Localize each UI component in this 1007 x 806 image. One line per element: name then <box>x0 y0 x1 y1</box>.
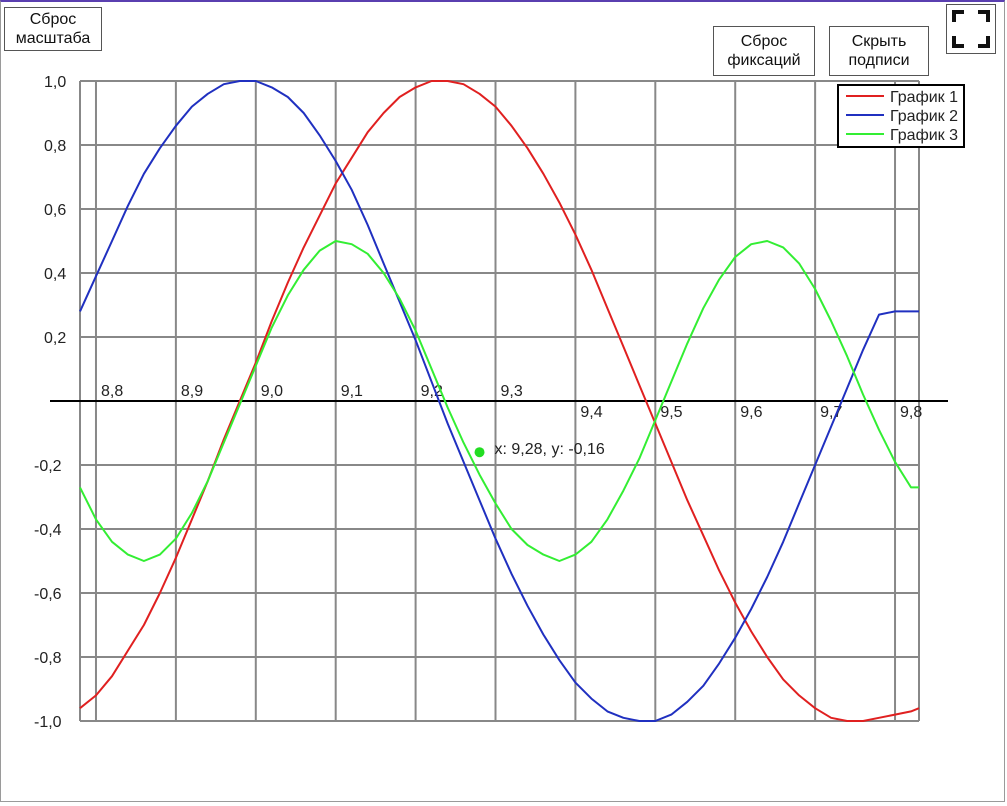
series-layer <box>79 80 920 722</box>
x-tick-label: 9,5 <box>660 404 682 421</box>
y-tick-label: 0,4 <box>44 266 66 283</box>
axes: 1,0 0,8 0,6 0,4 0,2 -0,2 -0,4 -0,6 -0,8 -1,0 8,8 8,… <box>34 74 948 731</box>
y-tick-label: -0,2 <box>34 458 62 475</box>
legend-label-2: График 2 <box>890 108 958 125</box>
y-tick-label: 1,0 <box>44 74 66 91</box>
legend-label-3: График 3 <box>890 127 958 144</box>
y-tick-label: -0,4 <box>34 522 62 539</box>
reset-zoom-button[interactable]: Сброс масштаба <box>4 7 102 51</box>
y-tick-label: -0,6 <box>34 586 62 603</box>
x-tick-label: 9,3 <box>501 383 523 400</box>
x-tick-label: 9,4 <box>580 404 602 421</box>
fixed-point-marker[interactable] <box>474 447 485 458</box>
legend-label-1: График 1 <box>890 89 958 106</box>
y-tick-label: 0,2 <box>44 330 66 347</box>
hide-labels-button[interactable]: Скрыть подписи <box>829 26 929 76</box>
x-tick-label: 9,2 <box>421 383 443 400</box>
x-tick-label: 9,6 <box>740 404 762 421</box>
x-tick-label: 9,8 <box>900 404 922 421</box>
x-tick-label: 8,8 <box>101 383 123 400</box>
y-tick-label: -0,8 <box>34 650 62 667</box>
marker-layer: x: 9,28, y: -0,16 <box>474 441 605 458</box>
reset-fixations-button[interactable]: Сброс фиксаций <box>713 26 815 76</box>
x-tick-label: 8,9 <box>181 383 203 400</box>
x-tick-label: 9,0 <box>261 383 283 400</box>
series-line-1[interactable] <box>79 80 920 722</box>
fullscreen-icon <box>952 10 990 48</box>
y-tick-label: -1,0 <box>34 714 62 731</box>
series-line-2[interactable] <box>79 80 919 722</box>
x-tick-label: 9,1 <box>341 383 363 400</box>
x-tick-label: 9,7 <box>820 404 842 421</box>
series-line-3[interactable] <box>79 240 919 562</box>
legend: График 1 График 2 График 3 <box>837 84 965 148</box>
fullscreen-button[interactable] <box>946 4 996 54</box>
y-tick-label: 0,8 <box>44 138 66 155</box>
marker-label: x: 9,28, y: -0,16 <box>495 441 605 458</box>
y-tick-label: 0,6 <box>44 202 66 219</box>
